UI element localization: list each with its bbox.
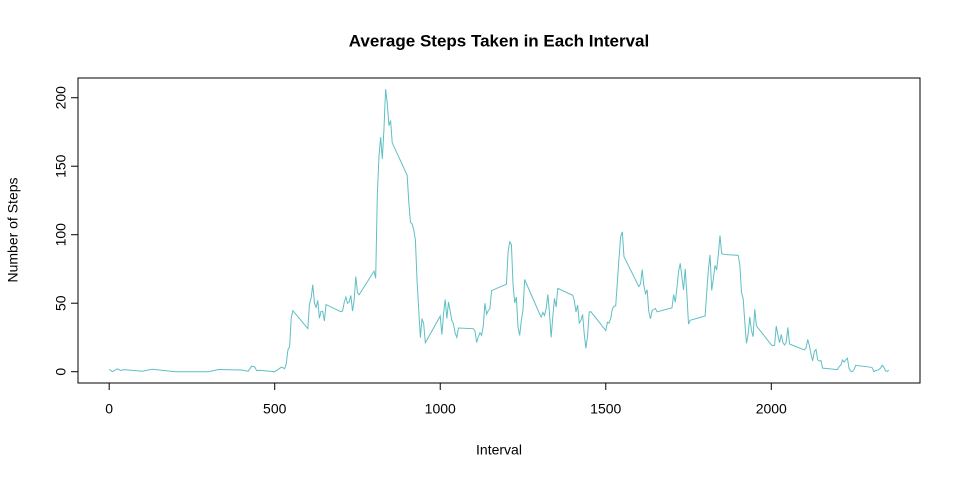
- y-axis-label: Number of Steps: [5, 177, 21, 282]
- y-tick-label: 50: [53, 295, 69, 311]
- x-tick-label: 1000: [425, 401, 456, 417]
- chart-title: Average Steps Taken in Each Interval: [349, 31, 649, 50]
- x-tick-label: 500: [263, 401, 287, 417]
- x-axis-label: Interval: [476, 442, 522, 458]
- x-tick-label: 1500: [590, 401, 621, 417]
- y-tick-label: 200: [53, 86, 69, 110]
- x-tick-label: 0: [105, 401, 113, 417]
- y-tick-label: 0: [53, 368, 69, 376]
- y-tick-label: 100: [53, 223, 69, 247]
- x-tick-label: 2000: [756, 401, 787, 417]
- plot-frame: [77, 77, 921, 384]
- data-line: [108, 89, 890, 373]
- y-tick-label: 150: [53, 154, 69, 178]
